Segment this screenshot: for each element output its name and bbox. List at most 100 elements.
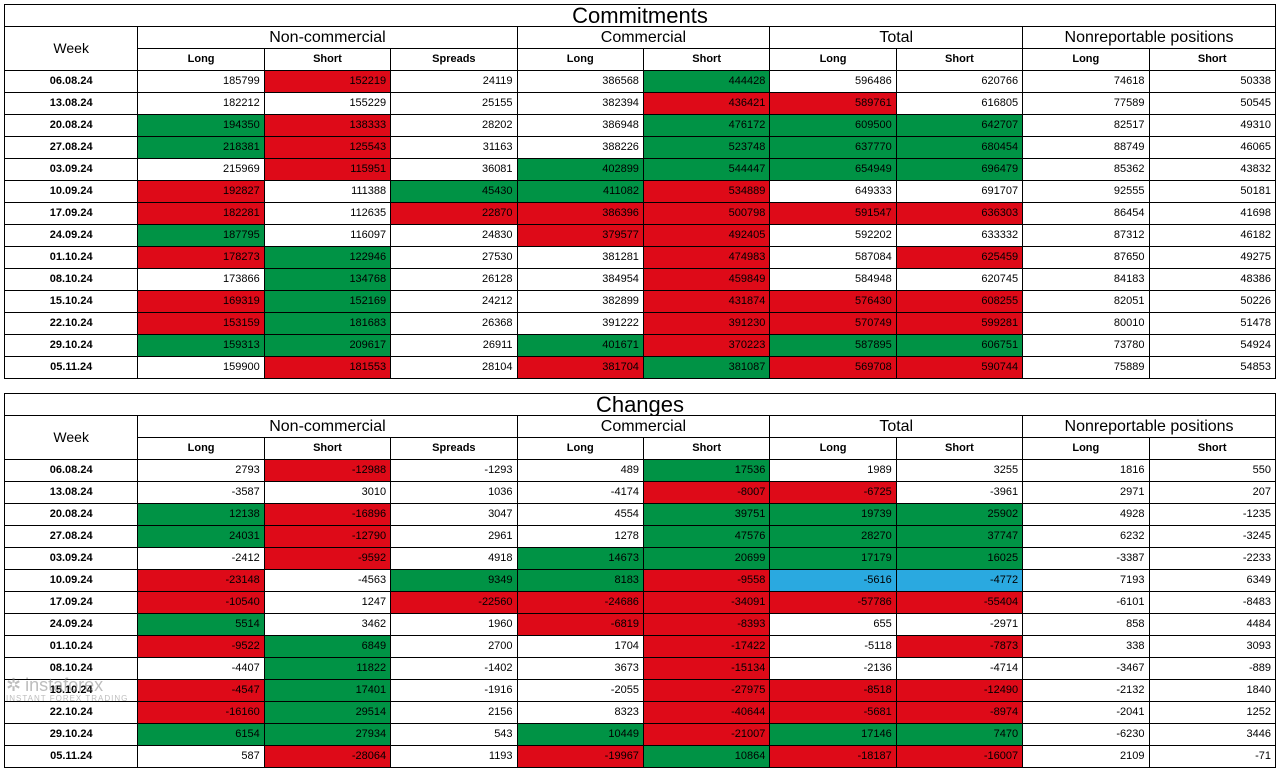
data-cell: 125543: [264, 137, 390, 159]
data-cell: 6849: [264, 636, 390, 658]
week-cell: 10.09.24: [5, 570, 138, 592]
table-row: 10.09.2419282711138845430411082534889649…: [5, 181, 1276, 203]
table-row: 06.08.2418579915221924119386568444428596…: [5, 71, 1276, 93]
data-cell: 11822: [264, 658, 390, 680]
week-cell: 24.09.24: [5, 614, 138, 636]
data-cell: 474983: [643, 247, 769, 269]
data-cell: 45430: [391, 181, 517, 203]
data-table: ChangesWeekNon-commercialCommercialTotal…: [4, 393, 1276, 768]
data-cell: 115951: [264, 159, 390, 181]
data-cell: 1247: [264, 592, 390, 614]
data-cell: 2793: [138, 460, 264, 482]
data-cell: 26911: [391, 335, 517, 357]
data-cell: -23148: [138, 570, 264, 592]
group-header: Total: [770, 416, 1023, 438]
data-cell: 550: [1149, 460, 1276, 482]
data-cell: -12490: [896, 680, 1022, 702]
data-cell: 152219: [264, 71, 390, 93]
data-cell: 589761: [770, 93, 896, 115]
data-cell: 401671: [517, 335, 643, 357]
data-cell: -6725: [770, 482, 896, 504]
data-cell: -6101: [1023, 592, 1149, 614]
data-cell: 2700: [391, 636, 517, 658]
data-cell: -3587: [138, 482, 264, 504]
table-row: 27.08.2421838112554331163388226523748637…: [5, 137, 1276, 159]
data-cell: 382899: [517, 291, 643, 313]
data-cell: 37747: [896, 526, 1022, 548]
data-cell: -5118: [770, 636, 896, 658]
data-cell: -16007: [896, 746, 1022, 768]
table-title: Commitments: [5, 5, 1276, 27]
column-header: Short: [264, 438, 390, 460]
data-cell: 655: [770, 614, 896, 636]
week-cell: 22.10.24: [5, 702, 138, 724]
data-cell: 4918: [391, 548, 517, 570]
week-cell: 05.11.24: [5, 357, 138, 379]
data-cell: 49310: [1149, 115, 1276, 137]
data-cell: -9558: [643, 570, 769, 592]
data-cell: 50545: [1149, 93, 1276, 115]
data-cell: 155229: [264, 93, 390, 115]
week-cell: 13.08.24: [5, 93, 138, 115]
data-cell: -19967: [517, 746, 643, 768]
week-cell: 17.09.24: [5, 203, 138, 225]
data-cell: -1293: [391, 460, 517, 482]
data-cell: 4554: [517, 504, 643, 526]
table-title: Changes: [5, 394, 1276, 416]
data-cell: 7470: [896, 724, 1022, 746]
group-header: Commercial: [517, 27, 770, 49]
data-cell: -27975: [643, 680, 769, 702]
data-cell: 649333: [770, 181, 896, 203]
data-cell: 209617: [264, 335, 390, 357]
data-cell: 6349: [1149, 570, 1276, 592]
table-row: 13.08.24-358730101036-4174-8007-6725-396…: [5, 482, 1276, 504]
group-header: Nonreportable positions: [1023, 416, 1276, 438]
data-cell: -1402: [391, 658, 517, 680]
table-row: 20.08.2419435013833328202386948476172609…: [5, 115, 1276, 137]
week-cell: 20.08.24: [5, 504, 138, 526]
data-cell: 620766: [896, 71, 1022, 93]
data-cell: -2412: [138, 548, 264, 570]
data-cell: 17179: [770, 548, 896, 570]
data-cell: 25902: [896, 504, 1022, 526]
data-cell: 6232: [1023, 526, 1149, 548]
week-cell: 08.10.24: [5, 658, 138, 680]
table-row: 01.10.2417827312294627530381281474983587…: [5, 247, 1276, 269]
data-cell: 17146: [770, 724, 896, 746]
data-cell: 9349: [391, 570, 517, 592]
data-cell: 2109: [1023, 746, 1149, 768]
data-cell: 10864: [643, 746, 769, 768]
data-cell: 51478: [1149, 313, 1276, 335]
data-cell: -3961: [896, 482, 1022, 504]
data-cell: 2156: [391, 702, 517, 724]
report-container: CommitmentsWeekNon-commercialCommercialT…: [4, 4, 1276, 768]
column-header: Long: [1023, 438, 1149, 460]
column-header: Long: [517, 49, 643, 71]
column-header: Short: [1149, 438, 1276, 460]
table-row: 06.08.242793-12988-129348917536198932551…: [5, 460, 1276, 482]
data-cell: -5681: [770, 702, 896, 724]
table-row: 29.10.2415931320961726911401671370223587…: [5, 335, 1276, 357]
data-cell: 28202: [391, 115, 517, 137]
data-cell: 138333: [264, 115, 390, 137]
data-cell: 3446: [1149, 724, 1276, 746]
data-cell: -8974: [896, 702, 1022, 724]
data-cell: -4174: [517, 482, 643, 504]
data-cell: 523748: [643, 137, 769, 159]
table-row: 20.08.2412138-16896304745543975119739259…: [5, 504, 1276, 526]
table-row: 15.10.24-454717401-1916-2055-27975-8518-…: [5, 680, 1276, 702]
data-cell: 46065: [1149, 137, 1276, 159]
week-cell: 15.10.24: [5, 680, 138, 702]
data-cell: -1235: [1149, 504, 1276, 526]
data-cell: -17422: [643, 636, 769, 658]
data-cell: 116097: [264, 225, 390, 247]
data-cell: 534889: [643, 181, 769, 203]
data-cell: 606751: [896, 335, 1022, 357]
data-cell: 3093: [1149, 636, 1276, 658]
data-cell: 192827: [138, 181, 264, 203]
table-row: 13.08.2418221215522925155382394436421589…: [5, 93, 1276, 115]
data-cell: 500798: [643, 203, 769, 225]
week-cell: 20.08.24: [5, 115, 138, 137]
table-row: 03.09.24-2412-95924918146732069917179160…: [5, 548, 1276, 570]
data-cell: 88749: [1023, 137, 1149, 159]
